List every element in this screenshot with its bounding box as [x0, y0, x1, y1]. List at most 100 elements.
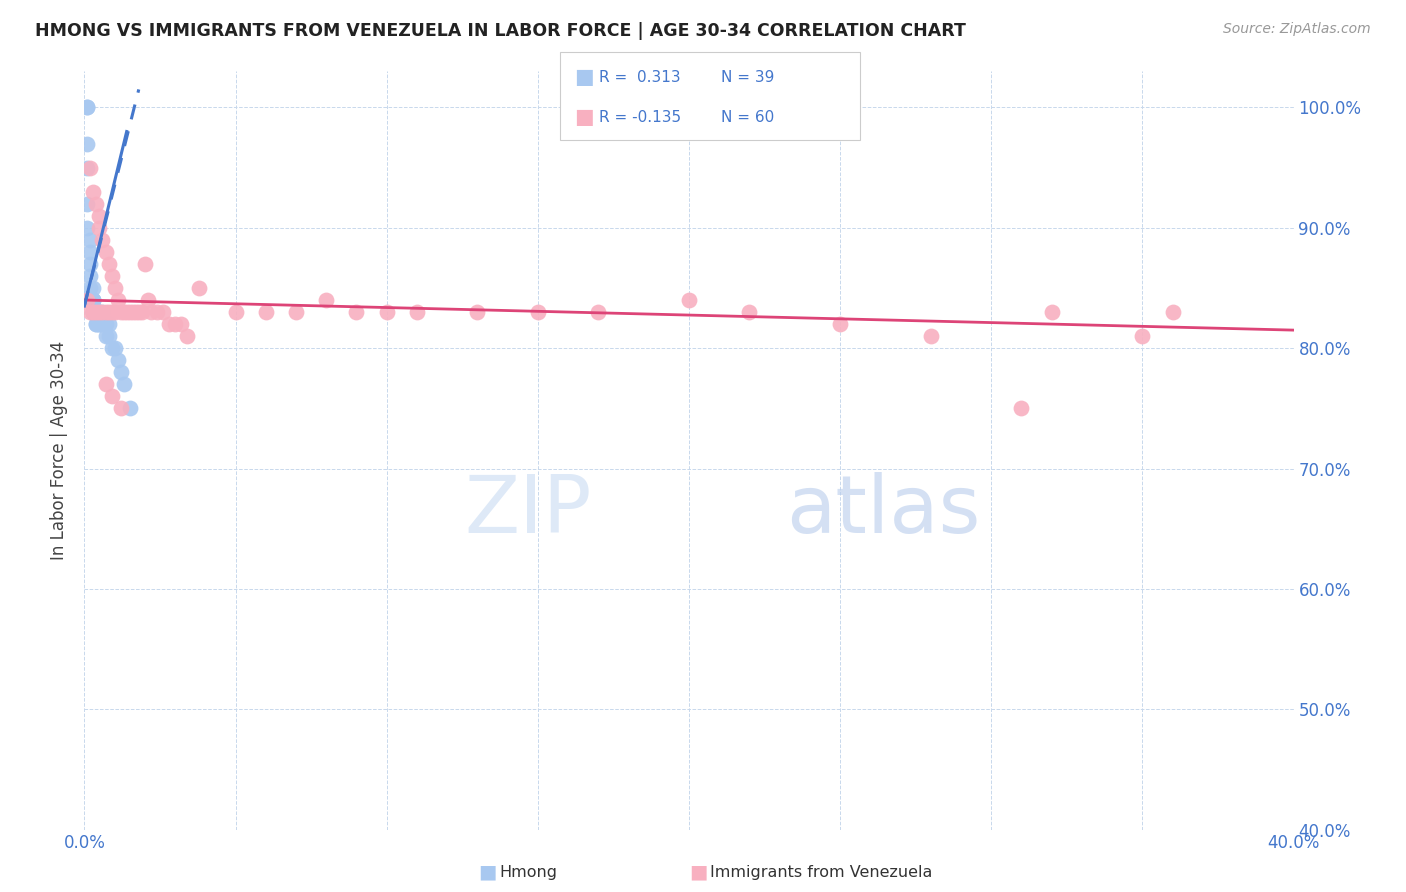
Point — [79, 281, 101, 295]
Point — [315, 293, 337, 307]
Point — [91, 233, 114, 247]
Point — [86, 305, 108, 319]
Point — [467, 305, 489, 319]
Point — [527, 305, 550, 319]
Text: ZIP: ZIP — [465, 472, 592, 550]
Point — [1161, 305, 1184, 319]
Point — [82, 305, 104, 319]
Point — [100, 305, 122, 319]
Text: N = 60: N = 60 — [721, 110, 775, 125]
Point — [94, 305, 117, 319]
Text: N = 39: N = 39 — [721, 70, 775, 85]
Point — [112, 377, 135, 392]
Point — [79, 244, 101, 259]
Point — [94, 377, 117, 392]
Point — [91, 317, 114, 331]
Point — [121, 305, 143, 319]
Point — [89, 209, 111, 223]
Point — [82, 293, 104, 307]
Point — [134, 257, 156, 271]
Point — [110, 365, 132, 379]
Point — [89, 305, 111, 319]
Text: R =  0.313: R = 0.313 — [599, 70, 681, 85]
Point — [346, 305, 368, 319]
Point — [176, 329, 198, 343]
Point — [89, 305, 111, 319]
Point — [225, 305, 247, 319]
Text: R = -0.135: R = -0.135 — [599, 110, 681, 125]
Point — [139, 305, 162, 319]
Point — [97, 317, 120, 331]
Point — [406, 305, 429, 319]
Point — [285, 305, 308, 319]
Point — [89, 317, 111, 331]
Point — [118, 305, 141, 319]
Point — [375, 305, 398, 319]
Point — [146, 305, 169, 319]
Point — [76, 220, 98, 235]
Point — [100, 389, 122, 403]
Point — [152, 305, 174, 319]
Point — [82, 305, 104, 319]
Point — [94, 317, 117, 331]
Text: ■: ■ — [478, 863, 496, 882]
Point — [100, 341, 122, 355]
Point — [86, 305, 108, 319]
Point — [76, 196, 98, 211]
Point — [89, 305, 111, 319]
Point — [79, 161, 101, 175]
Point — [104, 341, 127, 355]
Point — [76, 136, 98, 151]
Point — [94, 244, 117, 259]
Text: ■: ■ — [574, 107, 593, 127]
Y-axis label: In Labor Force | Age 30-34: In Labor Force | Age 30-34 — [51, 341, 69, 560]
Point — [86, 305, 108, 319]
Point — [110, 401, 132, 416]
Point — [82, 305, 104, 319]
Point — [738, 305, 761, 319]
Point — [678, 293, 700, 307]
Point — [82, 305, 104, 319]
Point — [1040, 305, 1063, 319]
Point — [76, 293, 98, 307]
Point — [112, 305, 135, 319]
Point — [125, 305, 148, 319]
Point — [588, 305, 610, 319]
Point — [170, 317, 193, 331]
Point — [86, 305, 108, 319]
Point — [86, 317, 108, 331]
Point — [94, 329, 117, 343]
Point — [118, 401, 141, 416]
Text: Source: ZipAtlas.com: Source: ZipAtlas.com — [1223, 22, 1371, 37]
Point — [79, 257, 101, 271]
Text: HMONG VS IMMIGRANTS FROM VENEZUELA IN LABOR FORCE | AGE 30-34 CORRELATION CHART: HMONG VS IMMIGRANTS FROM VENEZUELA IN LA… — [35, 22, 966, 40]
Point — [104, 281, 127, 295]
Point — [131, 305, 153, 319]
Point — [86, 317, 108, 331]
Point — [188, 281, 211, 295]
Point — [1011, 401, 1033, 416]
Point — [136, 293, 159, 307]
Point — [107, 293, 129, 307]
Point — [89, 317, 111, 331]
Text: ■: ■ — [689, 863, 707, 882]
Point — [254, 305, 277, 319]
Point — [1130, 329, 1153, 343]
Point — [107, 353, 129, 368]
Point — [82, 293, 104, 307]
Point — [97, 257, 120, 271]
Point — [830, 317, 852, 331]
Point — [165, 317, 187, 331]
Point — [157, 317, 180, 331]
Point — [79, 305, 101, 319]
Point — [920, 329, 942, 343]
Point — [100, 268, 122, 283]
Point — [82, 293, 104, 307]
Point — [115, 305, 138, 319]
Point — [76, 100, 98, 114]
Point — [82, 185, 104, 199]
Point — [91, 305, 114, 319]
Point — [79, 233, 101, 247]
Point — [76, 100, 98, 114]
Point — [89, 220, 111, 235]
